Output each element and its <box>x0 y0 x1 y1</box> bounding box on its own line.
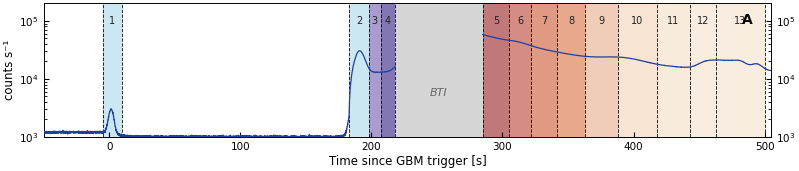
Bar <box>585 3 618 137</box>
Bar <box>657 3 690 137</box>
Text: 13: 13 <box>734 16 746 26</box>
Bar <box>380 3 395 137</box>
Text: 8: 8 <box>568 16 574 26</box>
Text: 7: 7 <box>541 16 547 26</box>
Text: 10: 10 <box>631 16 643 26</box>
Bar <box>716 3 765 137</box>
Bar <box>349 3 368 137</box>
Bar <box>618 3 657 137</box>
Text: 4: 4 <box>384 16 391 26</box>
Text: 5: 5 <box>493 16 499 26</box>
Text: 6: 6 <box>517 16 523 26</box>
X-axis label: Time since GBM trigger [s]: Time since GBM trigger [s] <box>328 155 487 168</box>
Text: 9: 9 <box>598 16 605 26</box>
Bar <box>483 3 509 137</box>
Text: 11: 11 <box>667 16 680 26</box>
Bar <box>509 3 531 137</box>
Bar <box>558 3 585 137</box>
Text: BTI: BTI <box>430 88 447 98</box>
Text: 1: 1 <box>109 16 116 26</box>
Bar <box>395 3 483 137</box>
Text: 2: 2 <box>356 16 362 26</box>
Y-axis label: counts s⁻¹: counts s⁻¹ <box>3 40 17 100</box>
Bar <box>368 3 380 137</box>
Bar <box>690 3 716 137</box>
Bar <box>531 3 558 137</box>
Text: 3: 3 <box>372 16 378 26</box>
Bar <box>102 3 122 137</box>
Text: A: A <box>742 13 753 27</box>
Text: 12: 12 <box>697 16 710 26</box>
